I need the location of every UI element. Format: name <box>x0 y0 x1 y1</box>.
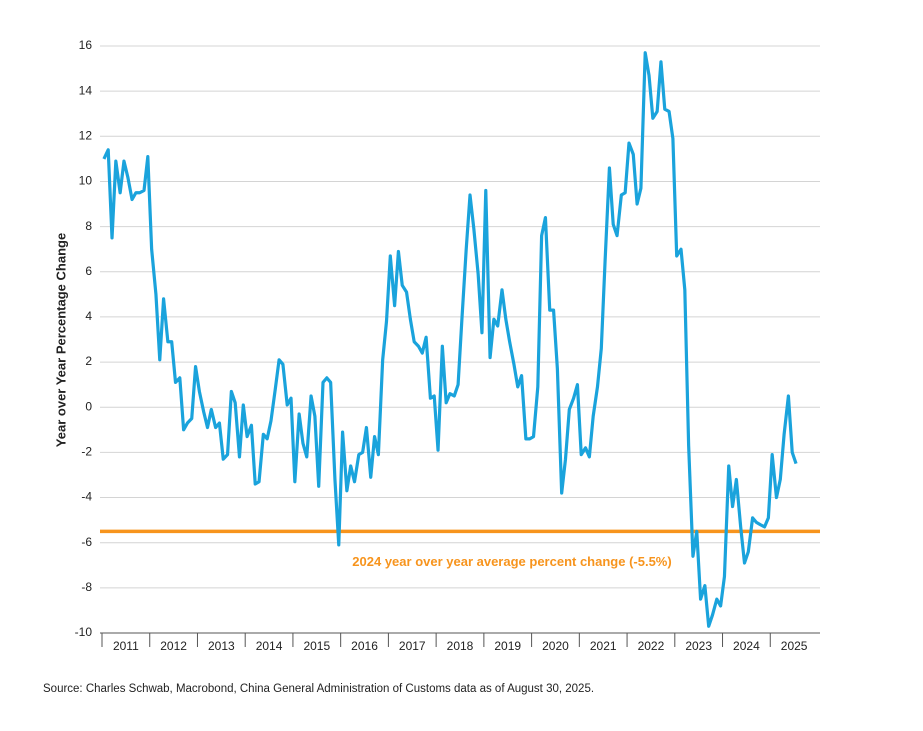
x-tick-label: 2023 <box>685 639 712 653</box>
y-tick-label: 2 <box>85 354 92 368</box>
y-tick-label: 16 <box>79 38 93 52</box>
x-tick-label: 2020 <box>542 639 569 653</box>
y-tick-label: 14 <box>79 83 93 97</box>
x-tick-label: 2019 <box>494 639 521 653</box>
x-tick-label: 2012 <box>160 639 187 653</box>
y-tick-label: 10 <box>79 174 93 188</box>
data-line <box>102 51 798 628</box>
x-tick-label: 2018 <box>447 639 474 653</box>
y-tick-label: -10 <box>75 625 93 639</box>
x-tick-label: 2015 <box>303 639 330 653</box>
y-tick-label: 6 <box>85 264 92 278</box>
y-tick-label: -2 <box>81 445 92 459</box>
y-tick-label: -8 <box>81 580 92 594</box>
x-tick-label: 2017 <box>399 639 426 653</box>
x-tick-label: 2016 <box>351 639 378 653</box>
y-axis-title: Year over Year Percentage Change <box>53 233 68 447</box>
x-tick-label: 2025 <box>781 639 808 653</box>
x-tick-label: 2011 <box>113 639 139 653</box>
y-tick-label: -6 <box>81 535 92 549</box>
reference-label: 2024 year over year average percent chan… <box>352 554 671 569</box>
y-tick-label: 0 <box>85 399 92 413</box>
y-tick-label: -4 <box>81 490 92 504</box>
x-tick-label: 2013 <box>208 639 235 653</box>
x-tick-label: 2022 <box>638 639 665 653</box>
y-tick-label: 8 <box>85 219 92 233</box>
x-tick-label: 2021 <box>590 639 617 653</box>
x-tick-label: 2014 <box>256 639 283 653</box>
y-tick-label: 12 <box>79 128 93 142</box>
y-tick-label: 4 <box>85 309 92 323</box>
source-note: Source: Charles Schwab, Macrobond, China… <box>43 683 594 695</box>
x-tick-label: 2024 <box>733 639 760 653</box>
